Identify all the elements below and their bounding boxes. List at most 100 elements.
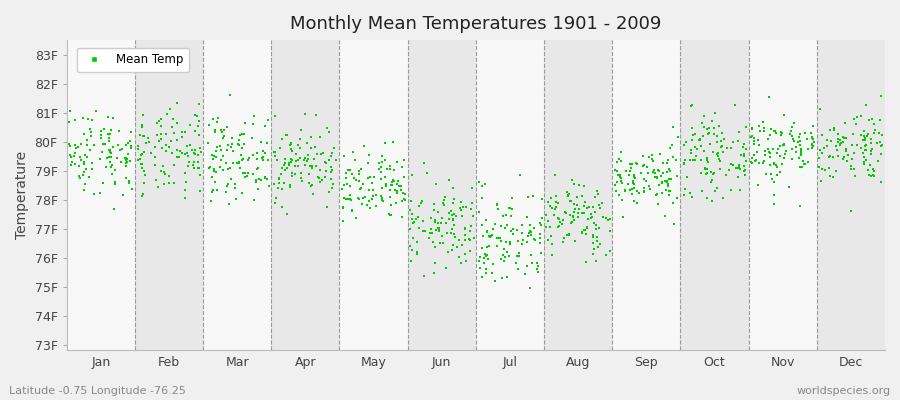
- Point: [284, 173, 299, 179]
- Point: [523, 228, 537, 234]
- Point: [512, 172, 526, 178]
- Point: [610, 179, 625, 185]
- Point: [849, 121, 863, 127]
- Point: [293, 145, 308, 152]
- Point: [273, 144, 287, 151]
- Point: [161, 144, 176, 150]
- Point: [304, 181, 319, 188]
- Point: [410, 251, 425, 258]
- Point: [541, 218, 555, 224]
- Point: [685, 125, 699, 132]
- Point: [777, 112, 791, 118]
- Point: [872, 117, 886, 123]
- Point: [274, 171, 288, 178]
- Point: [491, 234, 505, 241]
- Point: [112, 146, 127, 153]
- Point: [454, 212, 469, 219]
- Point: [621, 180, 635, 187]
- Point: [458, 251, 473, 258]
- Point: [677, 160, 691, 166]
- Point: [709, 185, 724, 191]
- Point: [374, 193, 389, 200]
- Point: [645, 158, 660, 165]
- Point: [509, 253, 524, 260]
- Point: [222, 201, 237, 208]
- Point: [148, 162, 162, 168]
- Point: [630, 188, 644, 194]
- Point: [571, 214, 585, 220]
- Point: [869, 140, 884, 146]
- Point: [661, 160, 675, 166]
- Point: [220, 142, 235, 148]
- Point: [118, 155, 132, 162]
- Point: [209, 154, 223, 161]
- Point: [267, 149, 282, 156]
- Point: [435, 215, 449, 222]
- Point: [410, 214, 425, 220]
- Point: [611, 156, 625, 162]
- Point: [220, 147, 235, 153]
- Point: [486, 226, 500, 232]
- Point: [447, 230, 462, 237]
- Point: [216, 153, 230, 160]
- Point: [714, 144, 728, 150]
- Point: [306, 191, 320, 197]
- Point: [510, 238, 525, 244]
- Point: [739, 158, 753, 164]
- Point: [167, 180, 182, 186]
- Point: [645, 152, 660, 158]
- Point: [432, 226, 446, 232]
- Point: [361, 160, 375, 166]
- Point: [708, 188, 723, 194]
- Point: [693, 136, 707, 142]
- Point: [664, 176, 679, 182]
- Point: [361, 174, 375, 181]
- Point: [119, 157, 133, 163]
- Point: [352, 177, 366, 184]
- Point: [475, 183, 490, 189]
- Point: [442, 176, 456, 183]
- Point: [104, 171, 119, 177]
- Point: [325, 150, 339, 157]
- Point: [231, 142, 246, 148]
- Point: [246, 121, 260, 127]
- Point: [650, 174, 664, 181]
- Point: [698, 148, 712, 154]
- Point: [642, 154, 656, 161]
- Point: [830, 147, 844, 154]
- Point: [394, 182, 409, 189]
- Point: [229, 181, 243, 187]
- Point: [590, 188, 604, 194]
- Point: [250, 166, 265, 172]
- Point: [234, 152, 248, 158]
- Point: [463, 236, 477, 242]
- Point: [112, 127, 126, 134]
- Point: [666, 200, 680, 206]
- Point: [356, 201, 370, 207]
- Point: [423, 215, 437, 222]
- Point: [403, 226, 418, 232]
- Point: [137, 149, 151, 155]
- Point: [733, 164, 747, 170]
- Point: [596, 214, 610, 220]
- Point: [291, 157, 305, 164]
- Point: [582, 204, 597, 210]
- Point: [648, 170, 662, 176]
- Point: [89, 108, 104, 114]
- Point: [454, 206, 468, 213]
- Point: [78, 166, 93, 172]
- Point: [345, 208, 359, 214]
- Point: [294, 170, 309, 176]
- Point: [757, 158, 771, 164]
- Point: [154, 168, 168, 175]
- Point: [502, 241, 517, 248]
- Point: [307, 156, 321, 162]
- Point: [640, 164, 654, 170]
- Point: [491, 205, 505, 212]
- Point: [78, 181, 93, 187]
- Point: [738, 172, 752, 178]
- Point: [560, 231, 574, 238]
- Point: [209, 168, 223, 175]
- Point: [711, 150, 725, 156]
- Point: [665, 142, 680, 148]
